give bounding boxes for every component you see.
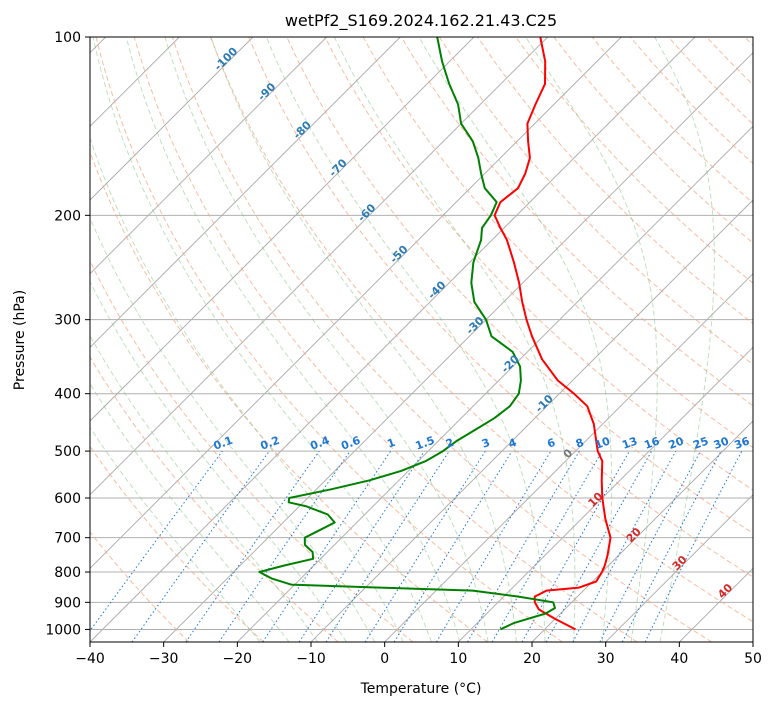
y-tick-label: 400	[54, 387, 81, 403]
x-tick-label: 30	[597, 651, 615, 667]
dry-adiabat	[171, 37, 712, 642]
mixing-ratio-line	[262, 450, 392, 642]
moist-adiabat	[654, 37, 715, 642]
isotherm-line	[384, 272, 753, 642]
moist-adiabat	[333, 37, 576, 642]
plot-area: -100-90-80-70-60-50-40-30-20-10010203040…	[90, 37, 753, 642]
mixing-ratio-line	[644, 450, 743, 642]
mixing-ratio-line	[90, 450, 223, 632]
isotherm-line	[90, 37, 696, 642]
y-tick-label: 900	[54, 595, 81, 611]
mixing-ratio-label: 8	[574, 436, 586, 451]
moist-adiabat	[90, 334, 319, 642]
isotherm-line	[605, 493, 753, 642]
mixing-ratio-label: 1	[385, 436, 397, 451]
mixing-ratio-label: 25	[691, 435, 710, 452]
mixing-ratio-line	[545, 450, 653, 642]
moist-adiabat	[90, 382, 290, 642]
mixing-ratio-line	[185, 450, 320, 642]
y-tick-label: 700	[54, 531, 81, 547]
dry-adiabat	[90, 150, 488, 642]
mixing-ratio-label: 20	[667, 434, 686, 452]
dewpoint-profile	[258, 37, 556, 631]
isotherm-line	[163, 51, 753, 642]
moist-adiabat	[210, 37, 517, 642]
x-tick-label: 20	[523, 651, 541, 667]
mixing-ratio-label: 16	[642, 434, 661, 452]
dry-adiabat	[90, 445, 264, 642]
isotherm-line	[90, 37, 254, 201]
y-axis-label: Pressure (hPa)	[12, 290, 28, 390]
x-tick-label: −10	[296, 651, 326, 667]
y-tick-label: 500	[54, 444, 81, 460]
mixing-ratio-label: 0.6	[339, 434, 362, 453]
isotherm-line	[531, 420, 753, 642]
isotherm-line	[90, 37, 549, 496]
mixing-ratio-label: 13	[620, 435, 639, 452]
isotherm-line	[90, 37, 622, 570]
moist-adiabat	[90, 136, 404, 642]
moist-adiabat	[525, 37, 658, 642]
dry-adiabat	[515, 37, 753, 284]
mixing-ratio-line	[131, 450, 270, 642]
dry-adiabat	[400, 37, 753, 407]
x-tick-label: −30	[149, 651, 179, 667]
y-tick-label: 800	[54, 565, 81, 581]
y-tick-label: 100	[54, 30, 81, 46]
mixing-ratio-label: 6	[545, 436, 557, 451]
moist-adiabat	[90, 426, 261, 642]
x-tick-label: −20	[223, 651, 253, 667]
y-tick-label: 200	[54, 208, 81, 224]
plot-frame	[89, 36, 754, 643]
mixing-ratio-label: 30	[712, 434, 731, 452]
moist-adiabat	[90, 216, 376, 642]
dry-adiabat	[90, 259, 414, 642]
mixing-ratio-line	[572, 450, 677, 642]
isotherm-line	[90, 37, 401, 349]
x-tick-label: −40	[75, 651, 105, 667]
mixing-ratio-label: 0.4	[309, 434, 332, 453]
mixing-ratio-line	[218, 450, 351, 642]
x-tick-label: 10	[449, 651, 467, 667]
y-tick-label: 600	[54, 491, 81, 507]
dry-adiabat	[324, 37, 753, 491]
mixing-ratio-label: 1.5	[414, 434, 437, 453]
y-tick-label: 300	[54, 313, 81, 329]
y-tick-label: 1000	[45, 622, 81, 638]
x-tick-label: 50	[744, 651, 762, 667]
isotherm-line	[457, 346, 753, 642]
isotherm-line	[90, 37, 328, 275]
dry-adiabat	[90, 531, 190, 642]
mixing-ratio-line	[325, 450, 450, 642]
x-axis-label: Temperature (°C)	[360, 681, 482, 697]
dry-adiabat	[210, 37, 753, 623]
isotherm-line	[90, 37, 475, 422]
dry-adiabat	[95, 37, 563, 642]
x-tick-label: 40	[670, 651, 688, 667]
moist-adiabat	[164, 37, 489, 642]
mixing-ratio-label: 4	[507, 436, 519, 451]
x-tick-label: 0	[380, 651, 389, 667]
mixing-ratio-label: 3	[480, 436, 492, 451]
temperature-profile	[493, 37, 612, 631]
mixing-ratio-label: 0.2	[259, 434, 282, 453]
dry-adiabat	[438, 37, 753, 366]
mixing-ratio-line	[393, 450, 513, 642]
mixing-ratio-line	[521, 450, 630, 642]
moist-adiabat	[90, 280, 347, 642]
axes: −40 −30 −20 −10 0 10 20 30 40 5010020030040050060…	[45, 30, 762, 667]
isotherm-line	[236, 125, 753, 642]
dry-adiabat	[90, 356, 339, 642]
mixing-ratio-label: 10	[593, 434, 612, 452]
moist-adiabat	[418, 37, 613, 642]
mixing-ratio-label: 2	[444, 436, 456, 451]
mixing-ratio-label: 0.1	[212, 434, 235, 453]
chart-title: wetPf2_S169.2024.162.21.43.C25	[285, 11, 557, 31]
mixing-ratio-label: 36	[733, 434, 752, 452]
moist-adiabat	[125, 37, 461, 642]
dry-adiabat	[248, 37, 753, 578]
mixing-ratio-line	[298, 450, 425, 642]
dry-adiabat	[133, 37, 638, 642]
